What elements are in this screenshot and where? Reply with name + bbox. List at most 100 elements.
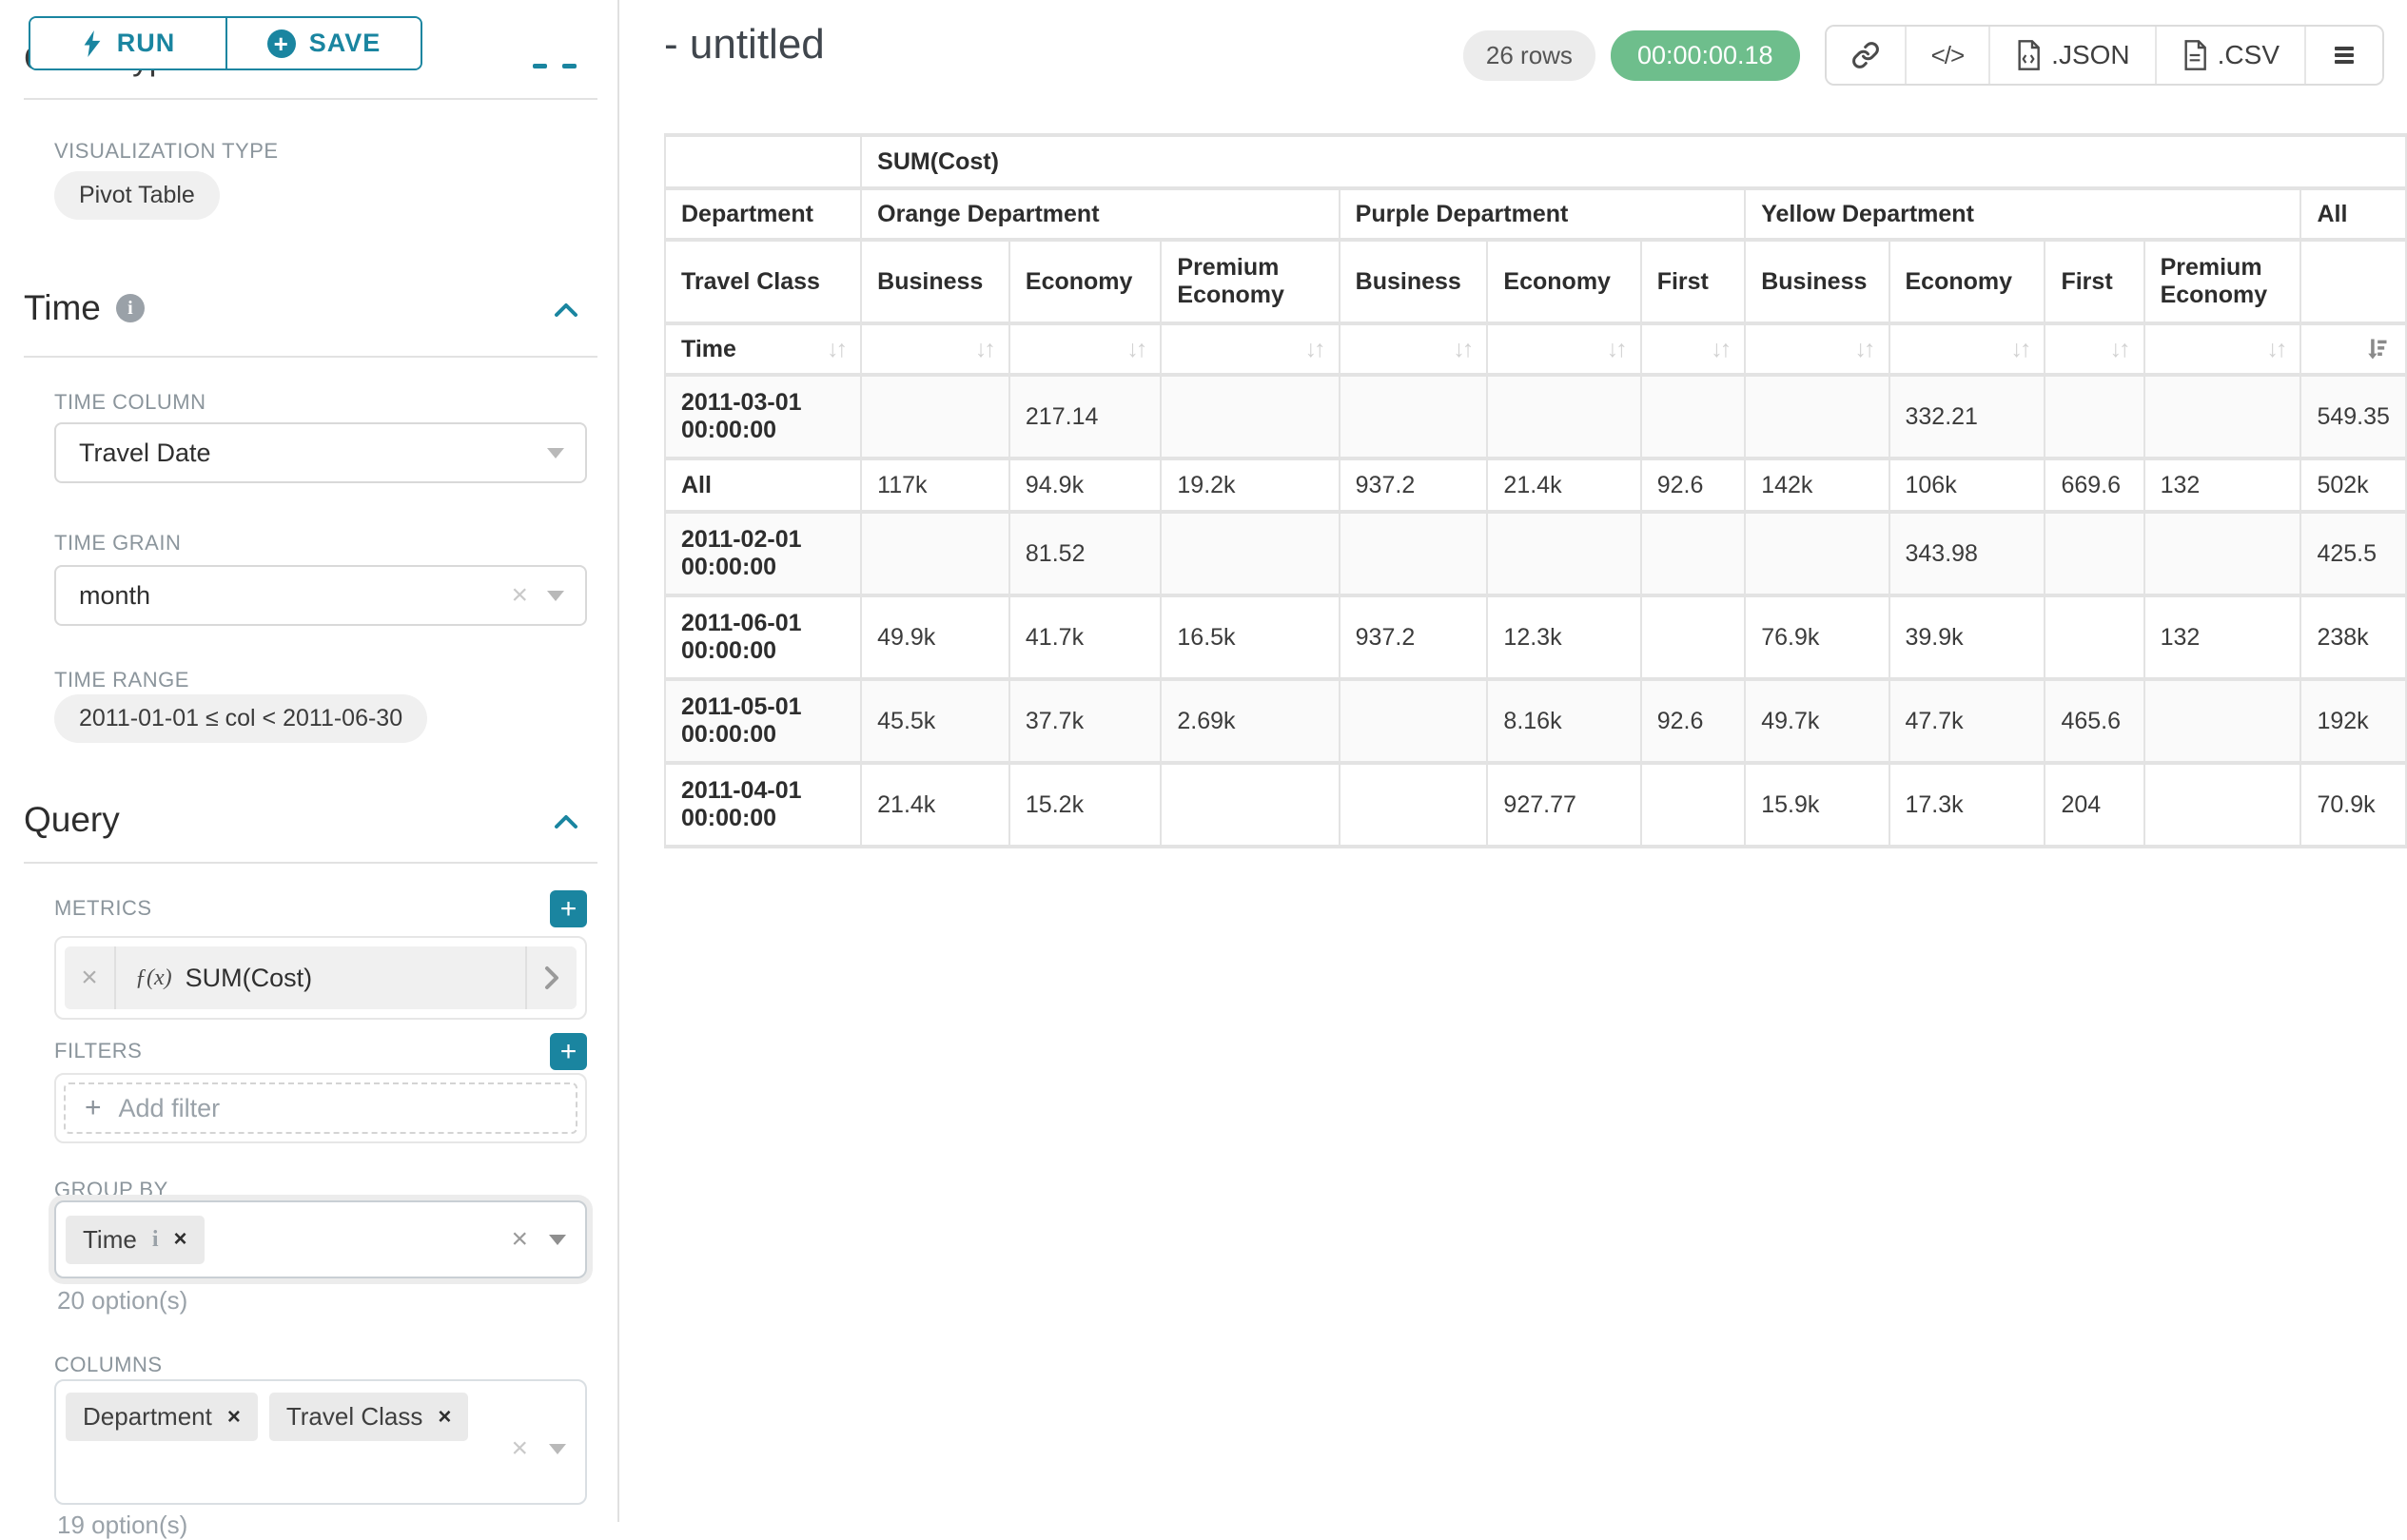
- tag-label: Travel Class: [285, 1402, 423, 1431]
- expand-metric-button[interactable]: [525, 946, 577, 1009]
- columns-label: COLUMNS: [54, 1353, 163, 1376]
- query-timer-badge: 00:00:00.18: [1610, 29, 1800, 81]
- columns-tag-department[interactable]: Department ×: [66, 1393, 258, 1441]
- sort-desc-icon[interactable]: [2363, 336, 2390, 362]
- value-cell: [862, 514, 1008, 594]
- sort-header[interactable]: ↓↑: [2045, 325, 2143, 373]
- section-divider: [24, 862, 597, 864]
- value-cell: 425.5: [2301, 514, 2405, 594]
- save-button[interactable]: + SAVE: [225, 18, 421, 68]
- group-by-label: GROUP BY: [54, 1178, 168, 1201]
- sort-icon[interactable]: ↓↑: [827, 335, 848, 362]
- metric-main[interactable]: ƒ(x) SUM(Cost): [116, 946, 525, 1009]
- value-cell: 45.5k: [862, 681, 1008, 761]
- group-by-tag-time[interactable]: Time i ×: [66, 1215, 205, 1264]
- add-filter-button[interactable]: + Add filter: [64, 1082, 577, 1134]
- time-grain-label: TIME GRAIN: [54, 531, 182, 555]
- sort-header[interactable]: ↓↑: [862, 325, 1008, 373]
- export-csv-button[interactable]: .CSV: [2154, 27, 2304, 84]
- pivot-corner-blank: [666, 137, 861, 186]
- row-header-cell: 2011-04-01 00:00:00: [666, 765, 861, 845]
- add-metric-button[interactable]: +: [550, 890, 587, 927]
- value-cell: 2.69k: [1162, 681, 1339, 761]
- file-csv-icon: [2184, 40, 2206, 70]
- sort-header[interactable]: ↓↑: [1889, 325, 2045, 373]
- collapse-query-section[interactable]: [553, 800, 579, 840]
- clear-icon[interactable]: ×: [511, 1433, 528, 1464]
- time-range-pill[interactable]: 2011-01-01 ≤ col < 2011-06-30: [54, 694, 428, 743]
- time-column-select[interactable]: Travel Date: [54, 422, 587, 483]
- sort-header[interactable]: ↓↑: [1488, 325, 1640, 373]
- copy-link-button[interactable]: [1826, 27, 1905, 84]
- visualization-type-pill[interactable]: Pivot Table: [54, 171, 220, 220]
- info-icon[interactable]: i: [115, 294, 145, 322]
- value-cell: [1340, 765, 1487, 845]
- columns-tag-travel-class[interactable]: Travel Class ×: [268, 1393, 469, 1441]
- department-axis-label: Department: [666, 190, 861, 238]
- collapse-time-section[interactable]: [553, 288, 579, 328]
- sort-icon[interactable]: ↓↑: [974, 335, 996, 362]
- run-button[interactable]: RUN: [30, 18, 225, 68]
- add-filter-plus-button[interactable]: +: [550, 1033, 587, 1070]
- value-cell: 17.3k: [1889, 765, 2045, 845]
- sort-icon[interactable]: ↓↑: [1126, 335, 1147, 362]
- value-cell: 8.16k: [1488, 681, 1640, 761]
- value-cell: [1746, 377, 1888, 457]
- sort-header[interactable]: ↓↑: [1162, 325, 1339, 373]
- value-cell: 927.77: [1488, 765, 1640, 845]
- sort-icon[interactable]: ↓↑: [2010, 335, 2031, 362]
- sort-icon[interactable]: ↓↑: [1453, 335, 1474, 362]
- value-cell: 502k: [2301, 460, 2405, 510]
- metric-item[interactable]: × ƒ(x) SUM(Cost): [65, 946, 577, 1009]
- export-json-button[interactable]: .JSON: [1988, 27, 2155, 84]
- chevron-down-icon[interactable]: [549, 1443, 566, 1454]
- travel-class-header: [2301, 242, 2405, 322]
- row-header-cell: 2011-06-01 00:00:00: [666, 597, 861, 677]
- remove-tag-icon[interactable]: ×: [173, 1226, 187, 1252]
- plus-icon: +: [85, 1092, 102, 1123]
- value-cell: 49.9k: [862, 597, 1008, 677]
- sort-header[interactable]: ↓↑: [2144, 325, 2300, 373]
- chevron-down-icon[interactable]: [547, 590, 564, 601]
- value-cell: 937.2: [1340, 597, 1487, 677]
- sort-header[interactable]: ↓↑: [1746, 325, 1888, 373]
- sort-header[interactable]: ↓↑: [1340, 325, 1487, 373]
- metrics-label: METRICS: [54, 896, 152, 920]
- embed-code-button[interactable]: </>: [1904, 27, 1989, 84]
- sort-icon[interactable]: ↓↑: [1606, 335, 1628, 362]
- sort-icon[interactable]: ↓↑: [2109, 335, 2131, 362]
- remove-metric-icon[interactable]: ×: [65, 946, 116, 1009]
- chevron-down-icon[interactable]: [547, 447, 564, 458]
- pivot-table-container: SUM(Cost) Department Orange Department Purp…: [664, 133, 2407, 848]
- clear-icon[interactable]: ×: [511, 1223, 528, 1255]
- sort-header[interactable]: ↓↑: [1009, 325, 1161, 373]
- sort-icon[interactable]: ↓↑: [1304, 335, 1326, 362]
- clear-icon[interactable]: ×: [511, 579, 528, 611]
- sort-icon[interactable]: ↓↑: [2266, 335, 2287, 362]
- remove-tag-icon[interactable]: ×: [438, 1403, 452, 1430]
- sort-icon[interactable]: ↓↑: [1854, 335, 1876, 362]
- time-grain-select[interactable]: month ×: [54, 565, 587, 626]
- sort-header[interactable]: ↓↑: [1641, 325, 1745, 373]
- info-icon[interactable]: i: [151, 1226, 159, 1252]
- group-by-select[interactable]: Time i × ×: [54, 1200, 587, 1278]
- pivot-table: SUM(Cost) Department Orange Department Purp…: [664, 133, 2407, 848]
- value-cell: [2045, 377, 2143, 457]
- value-cell: 937.2: [1340, 460, 1487, 510]
- sort-icon[interactable]: ↓↑: [1711, 335, 1732, 362]
- remove-tag-icon[interactable]: ×: [226, 1403, 241, 1430]
- results-menu-button[interactable]: [2304, 27, 2382, 84]
- columns-select[interactable]: Department × Travel Class × ×: [54, 1379, 587, 1505]
- chevron-right-icon: [545, 966, 558, 989]
- metric-header-cell: SUM(Cost): [862, 137, 2405, 186]
- metric-name: SUM(Cost): [185, 963, 313, 992]
- time-section-title: Time: [24, 288, 101, 327]
- value-cell: 47.7k: [1889, 681, 2045, 761]
- chart-title[interactable]: - untitled: [664, 21, 825, 68]
- chevron-down-icon[interactable]: [549, 1234, 566, 1245]
- value-cell: [2045, 597, 2143, 677]
- travel-class-header: Business: [1746, 242, 1888, 322]
- time-range-label: TIME RANGE: [54, 668, 189, 692]
- sort-header-time[interactable]: Time ↓↑: [666, 325, 861, 373]
- sort-header-all-active[interactable]: [2301, 325, 2405, 373]
